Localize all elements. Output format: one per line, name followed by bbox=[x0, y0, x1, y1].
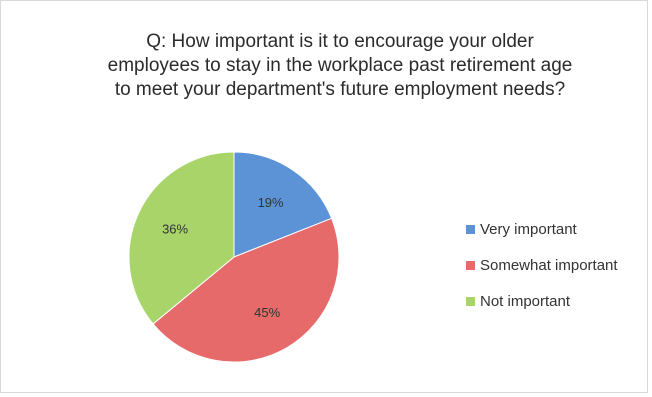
slice-label-not-important: 36% bbox=[162, 221, 188, 236]
legend-item-not-important: Not important bbox=[466, 283, 618, 319]
legend-label: Somewhat important bbox=[480, 256, 618, 274]
legend-swatch bbox=[466, 224, 475, 234]
legend-item-somewhat-important: Somewhat important bbox=[466, 247, 618, 283]
pie-slice-very-important bbox=[233, 151, 333, 258]
legend-label: Very important bbox=[480, 220, 577, 238]
pie-slice-somewhat-important bbox=[152, 217, 340, 363]
legend-item-very-important: Very important bbox=[466, 211, 618, 247]
slice-label-somewhat-important: 45% bbox=[254, 305, 280, 320]
pie-slice-not-important bbox=[128, 151, 235, 325]
legend-label: Not important bbox=[480, 292, 571, 310]
legend-swatch bbox=[466, 260, 475, 270]
slice-label-very-important: 19% bbox=[258, 195, 284, 210]
chart-title: Q: How important is it to encourage your… bbox=[107, 31, 573, 100]
legend: Very important Somewhat important Not im… bbox=[466, 211, 618, 319]
legend-swatch bbox=[466, 296, 475, 306]
